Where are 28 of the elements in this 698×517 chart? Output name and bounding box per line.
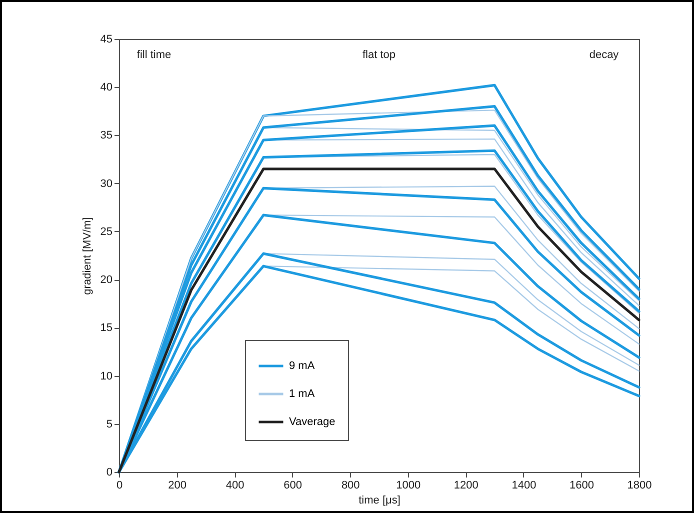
x-tick-label: 800 [341,480,360,492]
annotation: decay [589,49,620,61]
y-tick-label: 10 [100,370,112,382]
y-tick-label: 5 [106,418,112,430]
annotation: flat top [362,49,396,61]
y-tick-label: 15 [100,322,112,334]
x-tick-label: 1000 [396,480,421,492]
y-axis-title: gradient [MV/m] [81,217,94,295]
y-tick-label: 20 [100,274,112,286]
x-tick-label: 600 [284,480,302,492]
x-tick-label: 200 [168,480,186,492]
x-axis-title: time [μs] [358,494,400,506]
y-tick-label: 0 [106,466,112,478]
legend-label: 9 mA [289,360,316,372]
x-tick-label: 400 [226,480,244,492]
y-tick-label: 25 [100,226,112,238]
x-tick-label: 1800 [627,480,652,492]
x-tick-label: 1400 [512,480,536,492]
legend-label: 1 mA [289,388,316,400]
y-tick-label: 30 [100,178,112,190]
x-tick-label: 1600 [569,480,594,492]
x-tick-label: 0 [116,480,123,492]
y-tick-label: 45 [100,34,112,46]
x-tick-label: 1200 [454,480,478,492]
annotation: fill time [136,49,172,61]
legend-label: Vaverage [289,416,336,428]
y-tick-label: 35 [100,130,112,142]
y-tick-label: 40 [100,82,112,94]
